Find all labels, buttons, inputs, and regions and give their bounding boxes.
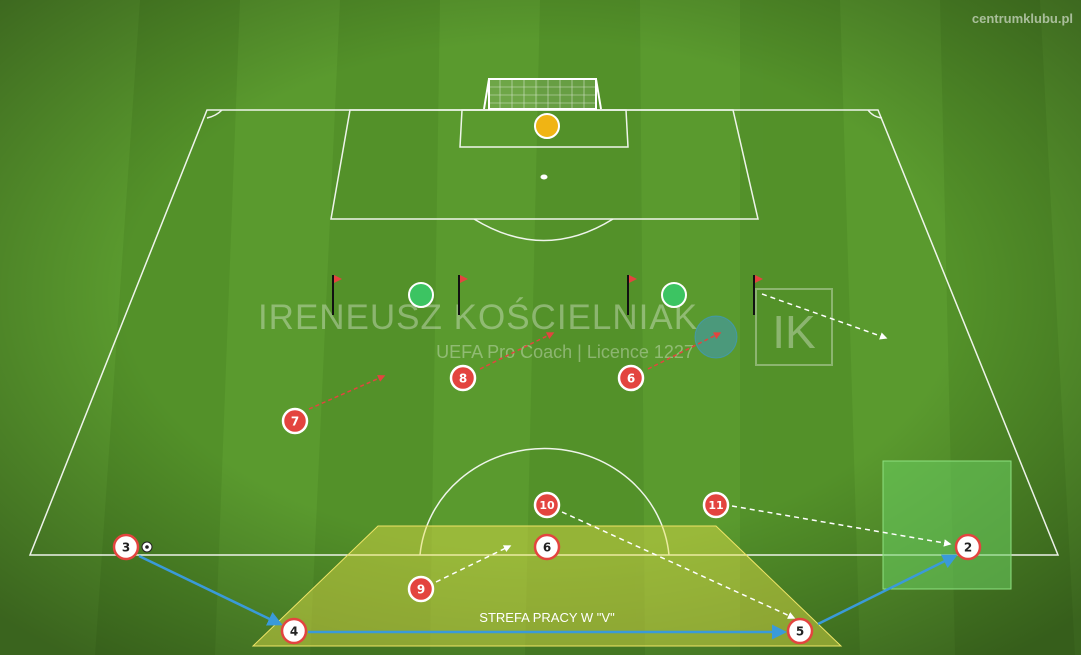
flag-3 [627, 275, 637, 315]
penalty-spot [540, 174, 548, 180]
flag-4 [753, 275, 763, 315]
player-2: 2 [954, 533, 982, 561]
flag-2 [458, 275, 468, 315]
player-number: 2 [964, 541, 972, 555]
player-5: 5 [786, 617, 814, 645]
target-spot [694, 315, 738, 359]
player-9: 9 [407, 575, 435, 603]
goal [483, 78, 602, 110]
player-6-white: 6 [533, 533, 561, 561]
player-6-red: 6 [617, 364, 645, 392]
center-circle [419, 447, 670, 556]
pass-3-to-4 [138, 554, 283, 626]
watermark: IRENEUSZ KOŚCIELNIAK UEFA Pro Coach | Li… [258, 288, 833, 366]
green-cone-left [408, 282, 434, 308]
flag-run-arrow [761, 293, 888, 340]
corner-arc-left [206, 109, 223, 119]
flag-1 [332, 275, 342, 315]
zone-label: STREFA PRACY W "V" [479, 610, 615, 625]
goalkeeper [534, 113, 560, 139]
penalty-arc [473, 218, 614, 242]
player-number: 8 [459, 372, 467, 386]
players: 2 3 4 5 6 6 7 8 9 10 11 [112, 364, 982, 645]
ball-icon [141, 541, 153, 553]
v-work-zone [251, 525, 843, 647]
player-8: 8 [449, 364, 477, 392]
player-number: 7 [291, 415, 299, 429]
player-number: 4 [290, 625, 298, 639]
watermark-name: IRENEUSZ KOŚCIELNIAK [258, 297, 698, 337]
player-10: 10 [533, 491, 561, 519]
player-number: 11 [708, 499, 723, 512]
run-arrows [308, 293, 952, 619]
player-4: 4 [280, 617, 308, 645]
player-11: 11 [702, 491, 730, 519]
watermark-subtitle: UEFA Pro Coach | Licence 1227 [436, 342, 694, 362]
pass-arrows [138, 554, 958, 640]
run-arrow-11 [731, 505, 952, 547]
player-7: 7 [281, 407, 309, 435]
player-number: 6 [627, 372, 635, 386]
pass-5-to-2 [817, 554, 958, 626]
player-number: 5 [796, 625, 804, 639]
player-number: 9 [417, 583, 425, 597]
player-number: 10 [539, 499, 555, 512]
site-watermark: centrumklubu.pl [972, 11, 1073, 26]
wing-zone [882, 460, 1012, 590]
player-3: 3 [112, 533, 140, 561]
corner-arc-right [867, 109, 883, 119]
watermark-logo: IK [772, 306, 816, 358]
player-number: 6 [543, 541, 551, 555]
flags [332, 275, 763, 315]
watermark-logo-frame [755, 288, 833, 366]
green-cone-right [661, 282, 687, 308]
run-arrow-10 [561, 511, 796, 619]
player-number: 3 [122, 541, 130, 555]
run-arrow-9 [435, 545, 512, 583]
